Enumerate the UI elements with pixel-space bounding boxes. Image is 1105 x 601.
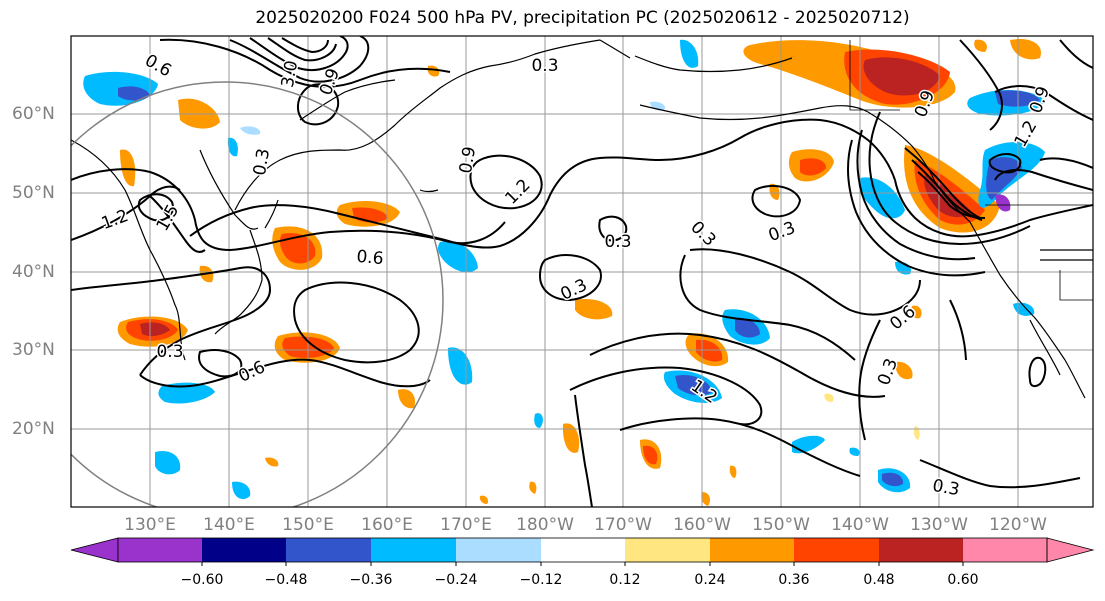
colorbar-left-extension (70, 537, 119, 563)
lon-label-150w: 150°W (752, 515, 810, 535)
colorbar-bin-7 (625, 538, 710, 562)
lat-label-50n: 50°N (12, 183, 55, 203)
contour-label: 0.6 (141, 51, 174, 82)
lon-label-160w: 160°W (673, 515, 731, 535)
colorbar-bin-4 (371, 538, 456, 562)
map-title: 2025020200 F024 500 hPa PV, precipitatio… (255, 8, 910, 28)
borders (849, 40, 1093, 301)
colorbar-tick-label: 0.36 (778, 572, 810, 588)
lon-label-130e: 130°E (124, 515, 176, 535)
contour-label: 0.3 (874, 356, 902, 388)
contour-label: 0.9 (456, 145, 480, 175)
colorbar-bin-5 (456, 538, 541, 562)
lat-label-30n: 30°N (12, 340, 55, 360)
colorbar-tick-label: −0.24 (434, 572, 478, 588)
colorbar-frame (117, 537, 1048, 563)
colorbar-tick-label: 0.48 (863, 572, 895, 588)
lat-label-40n: 40°N (12, 262, 55, 282)
colorbar-tick-label: 0.12 (609, 572, 641, 588)
contour-label: 0.3 (766, 218, 798, 246)
colorbar-bin-6 (541, 538, 625, 562)
colorbar-bin-3 (286, 538, 371, 562)
contour-label: 1.2 (99, 206, 131, 234)
lon-label-140w: 140°W (831, 515, 889, 535)
contour-label: 0.3 (156, 342, 183, 362)
colorbar (70, 537, 1095, 566)
contour-label: 0.6 (356, 247, 385, 269)
colorbar-bin-8 (710, 538, 794, 562)
colorbar-right-extension (1046, 537, 1095, 563)
colorbar-bin-2 (202, 538, 286, 562)
colorbar-tick-label: −0.60 (180, 572, 224, 588)
contour-label: 0.3 (531, 56, 558, 76)
contour-label: 0.3 (686, 217, 719, 250)
coastlines (71, 39, 1093, 399)
lat-label-60n: 60°N (12, 104, 55, 124)
lon-label-150e: 150°E (282, 515, 334, 535)
lon-label-140e: 140°E (203, 515, 255, 535)
lon-label-130w: 130°W (910, 515, 968, 535)
lon-label-170e: 170°E (440, 515, 492, 535)
colorbar-tick-label: 0.24 (694, 572, 726, 588)
contour-label: 3.0 (278, 59, 302, 89)
lon-label-180w: 180°W (516, 515, 574, 535)
colorbar-bin-9 (794, 538, 879, 562)
lon-label-120w: 120°W (989, 515, 1047, 535)
colorbar-bin-11 (963, 538, 1047, 562)
analysis-circle (71, 81, 444, 507)
contour-label: 0.3 (250, 147, 274, 177)
colorbar-tick-label: −0.12 (519, 572, 563, 588)
lon-label-170w: 170°W (594, 515, 652, 535)
map-frame (70, 35, 1094, 508)
colorbar-tick-label: −0.36 (349, 572, 393, 588)
pv-contours (71, 36, 1093, 507)
contour-label: 0.9 (316, 66, 344, 98)
colorbar-bin-10 (879, 538, 963, 562)
lon-label-160e: 160°E (361, 515, 413, 535)
precip-negative-shading (83, 39, 1045, 500)
lat-label-20n: 20°N (12, 419, 55, 439)
colorbar-tick-label: 0.60 (947, 572, 979, 588)
contour-label: 0.3 (604, 232, 631, 252)
contour-label: 0.3 (931, 476, 961, 500)
contour-label: 0.9 (1026, 84, 1054, 116)
colorbar-bin-1 (118, 538, 202, 562)
colorbar-tick-label: −0.48 (264, 572, 308, 588)
